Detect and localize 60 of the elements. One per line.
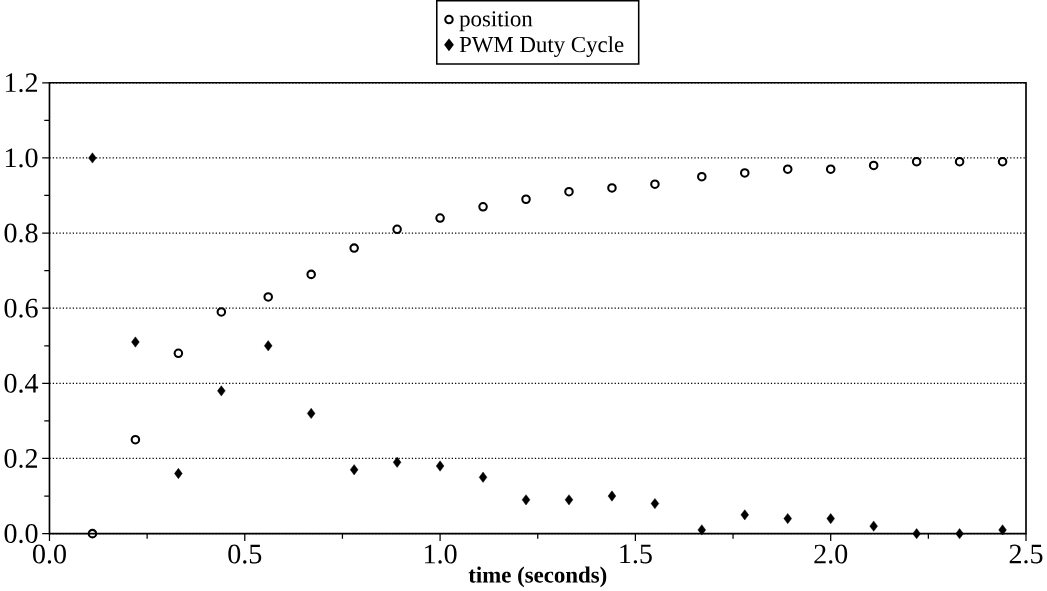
x-tick-label: 0.0: [33, 544, 66, 564]
point: [955, 528, 964, 540]
point: [306, 269, 316, 280]
point: [912, 528, 921, 540]
point: [607, 183, 617, 193]
y-tick-label: 0.0: [4, 524, 38, 544]
point: [911, 156, 922, 167]
y-tick-label: 0.6: [4, 298, 38, 318]
y-tick-label: 0.2: [4, 449, 37, 469]
point: [825, 164, 836, 175]
legend-label: PWM Duty Cycle: [459, 36, 624, 58]
point: [521, 194, 531, 205]
point: [435, 460, 445, 472]
point: [783, 513, 792, 525]
point: [868, 160, 879, 171]
point: [393, 456, 402, 468]
x-tick-label: 1.0: [425, 544, 457, 564]
point: [998, 524, 1007, 536]
point: [478, 471, 488, 483]
point: [740, 509, 749, 521]
y-tick-label: 0.8: [4, 223, 38, 243]
point: [782, 164, 793, 175]
x-tick-label: 1.5: [620, 544, 652, 564]
x-axis-title: time (seconds): [468, 566, 607, 588]
point: [130, 435, 141, 445]
point: [131, 336, 140, 348]
point: [478, 202, 488, 212]
point: [350, 464, 359, 476]
point: [650, 498, 660, 510]
point: [697, 172, 707, 182]
point: [739, 168, 750, 178]
point: [216, 307, 227, 317]
point: [826, 513, 835, 525]
point: [173, 348, 184, 359]
legend-label: position: [459, 11, 533, 32]
x-tick-label: 2.0: [814, 544, 848, 564]
y-tick-label: 1.2: [5, 73, 37, 93]
point: [349, 243, 359, 253]
y-tick-label: 0.4: [4, 373, 39, 393]
point: [307, 408, 316, 419]
point: [607, 490, 617, 502]
x-tick-label: 0.5: [228, 544, 262, 564]
x-tick-label: 2.5: [1009, 544, 1043, 564]
point: [263, 292, 273, 302]
point: [697, 524, 706, 536]
y-tick-label: 1.0: [5, 148, 38, 168]
point: [650, 179, 660, 190]
point: [997, 156, 1008, 167]
point: [174, 468, 183, 480]
point: [564, 494, 574, 506]
point: [869, 520, 878, 532]
point: [435, 213, 445, 223]
point: [954, 156, 965, 167]
point: [88, 152, 97, 164]
point: [87, 528, 98, 539]
point: [521, 494, 531, 506]
point: [264, 340, 273, 352]
point: [564, 187, 574, 197]
point: [217, 385, 226, 397]
point: [392, 224, 402, 235]
